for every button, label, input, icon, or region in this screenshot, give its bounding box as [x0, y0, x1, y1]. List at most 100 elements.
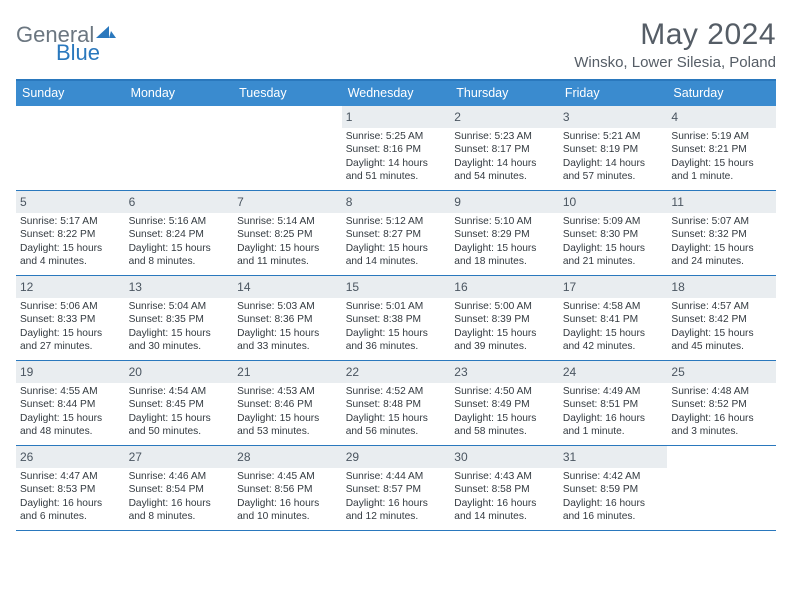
sun-info: Sunrise: 5:21 AMSunset: 8:19 PMDaylight:… [563, 130, 664, 184]
day-cell: 18 Sunrise: 4:57 AMSunset: 8:42 PMDayligh… [667, 276, 776, 360]
sun-info: Sunrise: 5:23 AMSunset: 8:17 PMDaylight:… [454, 130, 555, 184]
day-number-row: 14 [233, 276, 342, 298]
day-number-row: 13 [125, 276, 234, 298]
sun-info: Sunrise: 5:04 AMSunset: 8:35 PMDaylight:… [129, 300, 230, 354]
day-number-row: 3 [559, 106, 668, 128]
day-number-row: 15 [342, 276, 451, 298]
day-number: 23 [454, 365, 467, 379]
day-cell: 19Sunrise: 4:55 AMSunset: 8:44 PMDayligh… [16, 361, 125, 445]
sun-info: Sunrise: 4:58 AMSunset: 8:41 PMDaylight:… [563, 300, 664, 354]
dow-label: Tuesday [233, 81, 342, 106]
sun-info: Sunrise: 4:52 AMSunset: 8:48 PMDaylight:… [346, 385, 447, 439]
sun-info: Sunrise: 4:43 AMSunset: 8:58 PMDaylight:… [454, 470, 555, 524]
sun-info: Sunrise: 4:44 AMSunset: 8:57 PMDaylight:… [346, 470, 447, 524]
location-subtitle: Winsko, Lower Silesia, Poland [574, 54, 776, 71]
day-number-row: 25 [667, 361, 776, 383]
day-number: 3 [563, 110, 570, 124]
calendar-page: GeneralBlue May 2024 Winsko, Lower Siles… [0, 0, 792, 531]
sun-info: Sunrise: 4:42 AMSunset: 8:59 PMDaylight:… [563, 470, 664, 524]
sun-info: Sunrise: 5:19 AMSunset: 8:21 PMDaylight:… [671, 130, 772, 184]
day-number-row: 8 [342, 191, 451, 213]
sun-info: Sunrise: 4:46 AMSunset: 8:54 PMDaylight:… [129, 470, 230, 524]
day-number: 16 [454, 280, 467, 294]
day-number: 15 [346, 280, 359, 294]
day-number: 18 [671, 280, 684, 294]
month-title: May 2024 [574, 18, 776, 52]
day-number: 29 [346, 450, 359, 464]
day-cell: 22 Sunrise: 4:52 AMSunset: 8:48 PMDayligh… [342, 361, 451, 445]
day-cell: 6Sunrise: 5:16 AMSunset: 8:24 PMDaylight… [125, 191, 234, 275]
day-number: 31 [563, 450, 576, 464]
day-cell: 16Sunrise: 5:00 AMSunset: 8:39 PMDayligh… [450, 276, 559, 360]
day-number: 20 [129, 365, 142, 379]
day-number-row: 17 [559, 276, 668, 298]
sun-info: Sunrise: 5:07 AMSunset: 8:32 PMDaylight:… [671, 215, 772, 269]
day-number-row: 4 [667, 106, 776, 128]
day-number: 28 [237, 450, 250, 464]
day-number: 14 [237, 280, 250, 294]
sun-info: Sunrise: 4:57 AMSunset: 8:42 PMDaylight:… [671, 300, 772, 354]
day-cell: 1Sunrise: 5:25 AMSunset: 8:16 PMDaylight… [342, 106, 451, 190]
day-number: 4 [671, 110, 678, 124]
day-number-row: 24 [559, 361, 668, 383]
sun-info: Sunrise: 4:47 AMSunset: 8:53 PMDaylight:… [20, 470, 121, 524]
day-number: 25 [671, 365, 684, 379]
day-number-row: 1 [342, 106, 451, 128]
week-row: 1Sunrise: 5:25 AMSunset: 8:16 PMDaylight… [16, 106, 776, 191]
sun-info: Sunrise: 5:01 AMSunset: 8:38 PMDaylight:… [346, 300, 447, 354]
day-cell: 11Sunrise: 5:07 AMSunset: 8:32 PMDayligh… [667, 191, 776, 275]
day-number: 6 [129, 195, 136, 209]
day-cell: 8Sunrise: 5:12 AMSunset: 8:27 PMDaylight… [342, 191, 451, 275]
brand-logo: GeneralBlue [16, 18, 116, 64]
page-header: GeneralBlue May 2024 Winsko, Lower Siles… [16, 18, 776, 71]
sun-info: Sunrise: 4:48 AMSunset: 8:52 PMDaylight:… [671, 385, 772, 439]
day-number-row: 28 [233, 446, 342, 468]
day-number-row: 20 [125, 361, 234, 383]
sun-info: Sunrise: 5:17 AMSunset: 8:22 PMDaylight:… [20, 215, 121, 269]
week-row: 12 Sunrise: 5:06 AMSunset: 8:33 PMDayligh… [16, 276, 776, 361]
day-cell: 9 Sunrise: 5:10 AMSunset: 8:29 PMDaylight… [450, 191, 559, 275]
day-cell: 5 Sunrise: 5:17 AMSunset: 8:22 PMDaylight… [16, 191, 125, 275]
day-of-week-header: SundayMondayTuesdayWednesdayThursdayFrid… [16, 81, 776, 106]
day-number-row: 22 [342, 361, 451, 383]
day-cell: 10Sunrise: 5:09 AMSunset: 8:30 PMDayligh… [559, 191, 668, 275]
day-cell: 17Sunrise: 4:58 AMSunset: 8:41 PMDayligh… [559, 276, 668, 360]
title-block: May 2024 Winsko, Lower Silesia, Poland [574, 18, 776, 71]
day-number-row: 23 [450, 361, 559, 383]
day-number-row: 30 [450, 446, 559, 468]
sun-info: Sunrise: 4:50 AMSunset: 8:49 PMDaylight:… [454, 385, 555, 439]
day-cell: 23 Sunrise: 4:50 AMSunset: 8:49 PMDayligh… [450, 361, 559, 445]
dow-label: Sunday [16, 81, 125, 106]
sun-info: Sunrise: 4:54 AMSunset: 8:45 PMDaylight:… [129, 385, 230, 439]
dow-label: Monday [125, 81, 234, 106]
day-number-row: 10 [559, 191, 668, 213]
sun-info: Sunrise: 4:55 AMSunset: 8:44 PMDaylight:… [20, 385, 121, 439]
day-number-row: 6 [125, 191, 234, 213]
day-cell: 2Sunrise: 5:23 AMSunset: 8:17 PMDaylight… [450, 106, 559, 190]
brand-part2: Blue [56, 42, 116, 64]
sun-info: Sunrise: 5:06 AMSunset: 8:33 PMDaylight:… [20, 300, 121, 354]
sun-info: Sunrise: 5:14 AMSunset: 8:25 PMDaylight:… [237, 215, 338, 269]
sun-info: Sunrise: 5:10 AMSunset: 8:29 PMDaylight:… [454, 215, 555, 269]
day-number: 9 [454, 195, 461, 209]
day-cell: 29 Sunrise: 4:44 AMSunset: 8:57 PMDayligh… [342, 446, 451, 530]
day-number-row: 21 [233, 361, 342, 383]
day-number: 22 [346, 365, 359, 379]
day-number: 1 [346, 110, 353, 124]
day-cell: 12 Sunrise: 5:06 AMSunset: 8:33 PMDayligh… [16, 276, 125, 360]
sun-info: Sunrise: 4:45 AMSunset: 8:56 PMDaylight:… [237, 470, 338, 524]
sun-info: Sunrise: 4:53 AMSunset: 8:46 PMDaylight:… [237, 385, 338, 439]
day-cell: 4 Sunrise: 5:19 AMSunset: 8:21 PMDaylight… [667, 106, 776, 190]
day-cell: 30Sunrise: 4:43 AMSunset: 8:58 PMDayligh… [450, 446, 559, 530]
day-number-row: 19 [16, 361, 125, 383]
day-number-row: 5 [16, 191, 125, 213]
dow-label: Friday [559, 81, 668, 106]
weeks-container: 1Sunrise: 5:25 AMSunset: 8:16 PMDaylight… [16, 106, 776, 531]
sun-info: Sunrise: 4:49 AMSunset: 8:51 PMDaylight:… [563, 385, 664, 439]
empty-cell [667, 446, 776, 530]
day-number: 10 [563, 195, 576, 209]
day-number-row: 27 [125, 446, 234, 468]
day-number: 5 [20, 195, 27, 209]
day-number: 12 [20, 280, 33, 294]
week-row: 5 Sunrise: 5:17 AMSunset: 8:22 PMDaylight… [16, 191, 776, 276]
